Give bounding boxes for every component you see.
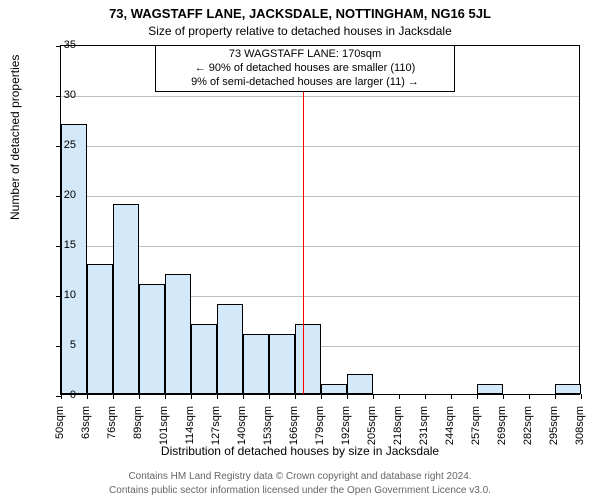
x-tick-label: 308sqm bbox=[574, 406, 586, 456]
x-tick-mark bbox=[477, 394, 478, 399]
x-tick-label: 50sqm bbox=[54, 406, 66, 456]
y-tick-label: 15 bbox=[46, 239, 76, 251]
annotation-line-2: ← 90% of detached houses are smaller (11… bbox=[160, 62, 450, 76]
x-tick-mark bbox=[451, 394, 452, 399]
x-tick-label: 257sqm bbox=[470, 406, 482, 456]
histogram-bar bbox=[477, 384, 503, 394]
y-tick-label: 10 bbox=[46, 289, 76, 301]
x-tick-label: 127sqm bbox=[210, 406, 222, 456]
x-tick-label: 231sqm bbox=[418, 406, 430, 456]
y-tick-label: 30 bbox=[46, 89, 76, 101]
x-tick-mark bbox=[139, 394, 140, 399]
histogram-bar bbox=[61, 124, 87, 394]
histogram-bar bbox=[217, 304, 243, 394]
grid-line bbox=[61, 146, 579, 147]
x-tick-mark bbox=[191, 394, 192, 399]
x-tick-label: 244sqm bbox=[444, 406, 456, 456]
x-tick-label: 89sqm bbox=[132, 406, 144, 456]
x-tick-mark bbox=[425, 394, 426, 399]
chart-title-sub: Size of property relative to detached ho… bbox=[0, 24, 600, 38]
histogram-bar bbox=[87, 264, 113, 394]
histogram-bar bbox=[295, 324, 321, 394]
x-tick-mark bbox=[165, 394, 166, 399]
histogram-bar bbox=[191, 324, 217, 394]
annotation-line-3: 9% of semi-detached houses are larger (1… bbox=[160, 76, 450, 90]
x-tick-mark bbox=[269, 394, 270, 399]
x-tick-label: 140sqm bbox=[236, 406, 248, 456]
x-tick-label: 166sqm bbox=[288, 406, 300, 456]
annotation-box: 73 WAGSTAFF LANE: 170sqm ← 90% of detach… bbox=[155, 45, 455, 92]
histogram-bar bbox=[555, 384, 581, 394]
x-tick-mark bbox=[321, 394, 322, 399]
x-tick-label: 76sqm bbox=[106, 406, 118, 456]
x-tick-mark bbox=[503, 394, 504, 399]
reference-line bbox=[303, 46, 304, 394]
x-tick-mark bbox=[295, 394, 296, 399]
y-tick-label: 5 bbox=[46, 339, 76, 351]
y-tick-label: 0 bbox=[46, 389, 76, 401]
x-tick-mark bbox=[113, 394, 114, 399]
annotation-line-1: 73 WAGSTAFF LANE: 170sqm bbox=[160, 48, 450, 62]
histogram-bar bbox=[243, 334, 269, 394]
histogram-bar bbox=[269, 334, 295, 394]
x-tick-mark bbox=[555, 394, 556, 399]
x-tick-label: 269sqm bbox=[496, 406, 508, 456]
histogram-bar bbox=[165, 274, 191, 394]
histogram-bar bbox=[347, 374, 373, 394]
x-tick-label: 192sqm bbox=[340, 406, 352, 456]
histogram-bar bbox=[321, 384, 347, 394]
x-tick-mark bbox=[399, 394, 400, 399]
x-tick-mark bbox=[217, 394, 218, 399]
x-tick-mark bbox=[347, 394, 348, 399]
grid-line bbox=[61, 96, 579, 97]
plot-area bbox=[60, 45, 580, 395]
y-tick-label: 25 bbox=[46, 139, 76, 151]
chart-container: 73, WAGSTAFF LANE, JACKSDALE, NOTTINGHAM… bbox=[0, 0, 600, 500]
x-tick-label: 218sqm bbox=[392, 406, 404, 456]
grid-line bbox=[61, 196, 579, 197]
x-tick-label: 205sqm bbox=[366, 406, 378, 456]
x-tick-label: 101sqm bbox=[158, 406, 170, 456]
x-tick-label: 282sqm bbox=[522, 406, 534, 456]
x-tick-label: 153sqm bbox=[262, 406, 274, 456]
y-tick-label: 35 bbox=[46, 39, 76, 51]
footer-line-1: Contains HM Land Registry data © Crown c… bbox=[0, 471, 600, 482]
histogram-bar bbox=[139, 284, 165, 394]
y-axis-label: Number of detached properties bbox=[8, 55, 22, 220]
x-tick-label: 63sqm bbox=[80, 406, 92, 456]
x-tick-mark bbox=[529, 394, 530, 399]
histogram-bar bbox=[113, 204, 139, 394]
x-tick-mark bbox=[581, 394, 582, 399]
x-tick-mark bbox=[87, 394, 88, 399]
y-tick-label: 20 bbox=[46, 189, 76, 201]
footer-line-2: Contains public sector information licen… bbox=[0, 485, 600, 496]
x-tick-label: 114sqm bbox=[184, 406, 196, 456]
x-tick-mark bbox=[243, 394, 244, 399]
x-tick-mark bbox=[373, 394, 374, 399]
chart-title-main: 73, WAGSTAFF LANE, JACKSDALE, NOTTINGHAM… bbox=[0, 6, 600, 21]
x-tick-label: 179sqm bbox=[314, 406, 326, 456]
x-tick-label: 295sqm bbox=[548, 406, 560, 456]
